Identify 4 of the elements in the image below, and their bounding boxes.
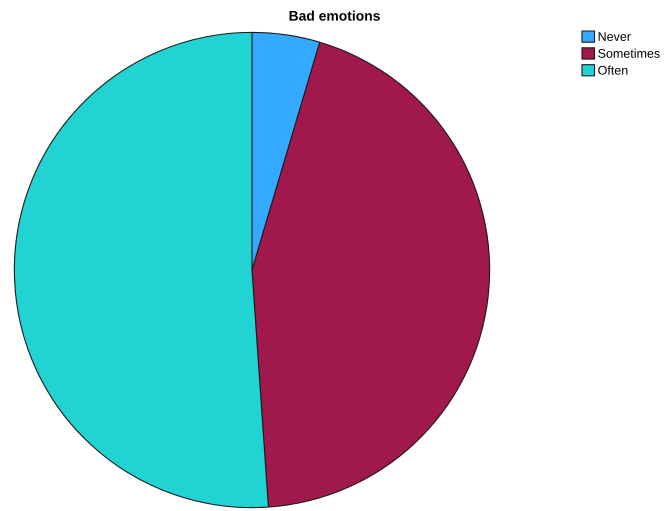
legend-label: Never (598, 32, 631, 41)
chart-title: Bad emotions (290, 10, 380, 21)
legend-label: Sometimes (598, 48, 660, 58)
legend-label: Often (598, 66, 628, 75)
